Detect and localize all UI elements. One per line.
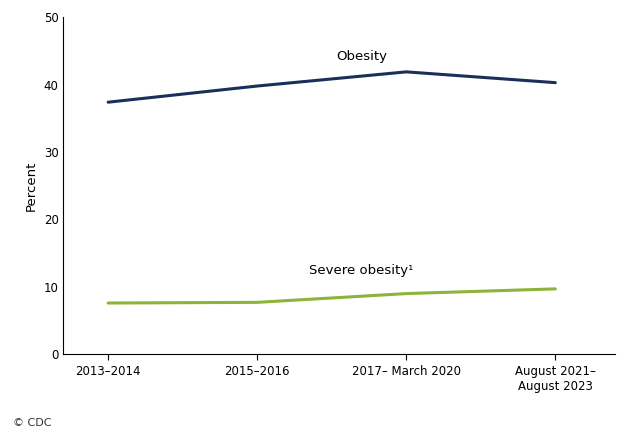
- Text: © CDC: © CDC: [13, 418, 51, 428]
- Text: Obesity: Obesity: [336, 50, 387, 63]
- Text: Severe obesity¹: Severe obesity¹: [309, 264, 414, 277]
- Y-axis label: Percent: Percent: [25, 161, 38, 211]
